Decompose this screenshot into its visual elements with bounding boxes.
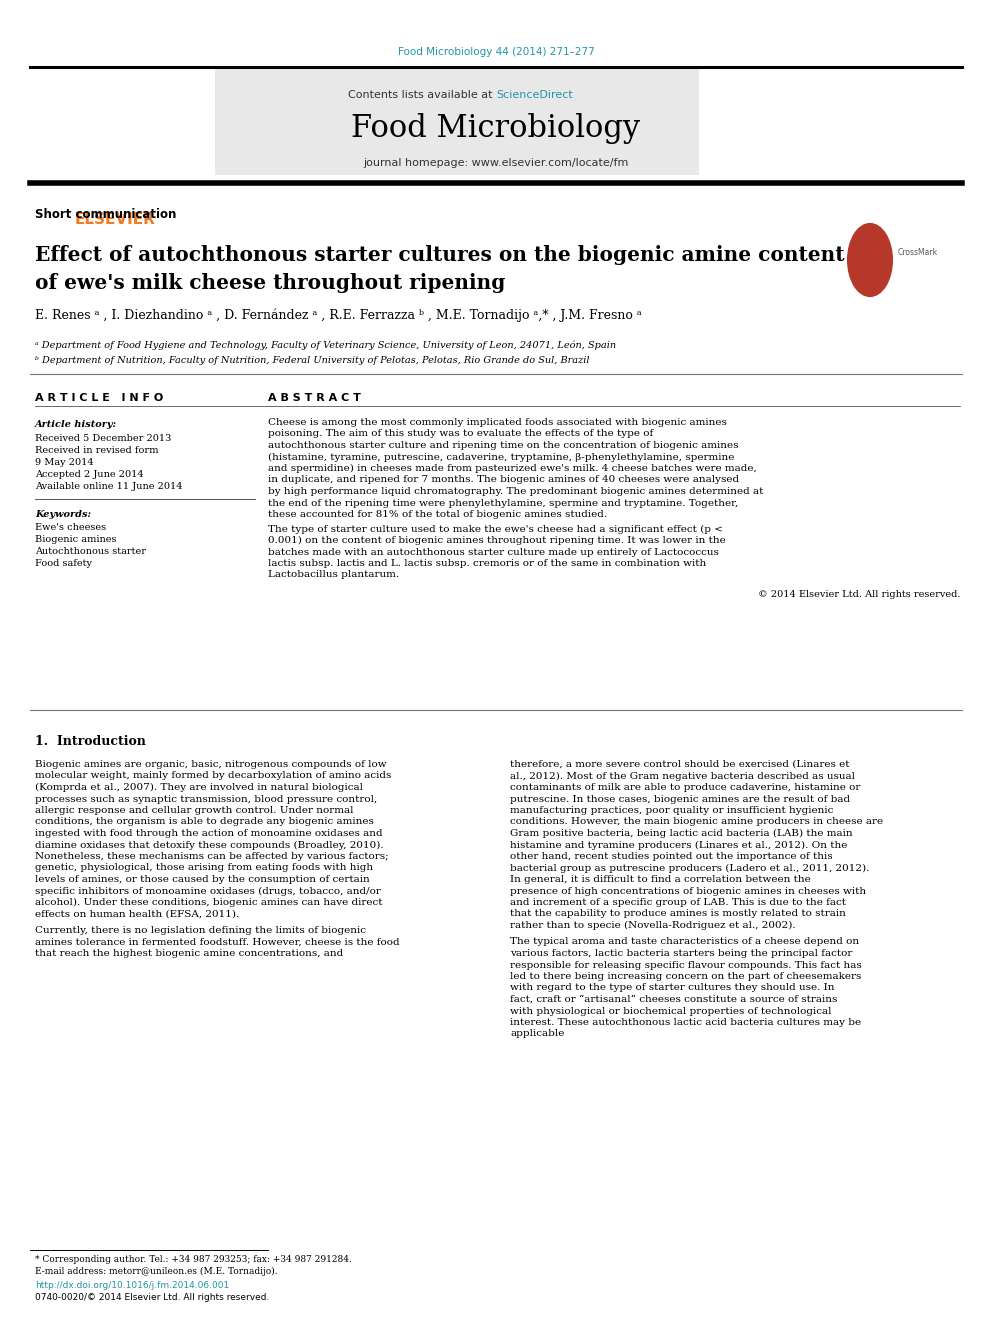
- Text: 0740-0020/© 2014 Elsevier Ltd. All rights reserved.: 0740-0020/© 2014 Elsevier Ltd. All right…: [35, 1293, 270, 1302]
- Text: conditions. However, the main biogenic amine producers in cheese are: conditions. However, the main biogenic a…: [510, 818, 883, 827]
- Text: batches made with an autochthonous starter culture made up entirely of Lactococc: batches made with an autochthonous start…: [268, 548, 719, 557]
- Text: Accepted 2 June 2014: Accepted 2 June 2014: [35, 470, 144, 479]
- Text: the end of the ripening time were phenylethylamine, spermine and tryptamine. Tog: the end of the ripening time were phenyl…: [268, 499, 738, 508]
- Text: effects on human health (EFSA, 2011).: effects on human health (EFSA, 2011).: [35, 909, 239, 918]
- Text: presence of high concentrations of biogenic amines in cheeses with: presence of high concentrations of bioge…: [510, 886, 866, 896]
- Text: processes such as synaptic transmission, blood pressure control,: processes such as synaptic transmission,…: [35, 795, 377, 803]
- Text: Available online 11 June 2014: Available online 11 June 2014: [35, 482, 183, 491]
- Text: Food Microbiology 44 (2014) 271–277: Food Microbiology 44 (2014) 271–277: [398, 48, 594, 57]
- FancyBboxPatch shape: [215, 67, 699, 175]
- Text: ELSEVIER: ELSEVIER: [74, 213, 156, 228]
- Text: (Komprda et al., 2007). They are involved in natural biological: (Komprda et al., 2007). They are involve…: [35, 783, 363, 792]
- Text: by high performance liquid chromatography. The predominant biogenic amines deter: by high performance liquid chromatograph…: [268, 487, 764, 496]
- Text: led to there being increasing concern on the part of cheesemakers: led to there being increasing concern on…: [510, 972, 861, 980]
- Text: Biogenic amines: Biogenic amines: [35, 534, 116, 544]
- Text: histamine and tyramine producers (Linares et al., 2012). On the: histamine and tyramine producers (Linare…: [510, 840, 847, 849]
- Text: amines tolerance in fermented foodstuff. However, cheese is the food: amines tolerance in fermented foodstuff.…: [35, 938, 400, 946]
- Text: 0.001) on the content of biogenic amines throughout ripening time. It was lower : 0.001) on the content of biogenic amines…: [268, 536, 726, 545]
- Text: these accounted for 81% of the total of biogenic amines studied.: these accounted for 81% of the total of …: [268, 509, 607, 519]
- Text: lactis subsp. lactis and L. lactis subsp. cremoris or of the same in combination: lactis subsp. lactis and L. lactis subsp…: [268, 560, 706, 568]
- Text: with physiological or biochemical properties of technological: with physiological or biochemical proper…: [510, 1007, 831, 1016]
- Text: Nonetheless, these mechanisms can be affected by various factors;: Nonetheless, these mechanisms can be aff…: [35, 852, 389, 861]
- Text: Ewe's cheeses: Ewe's cheeses: [35, 523, 106, 532]
- Text: (histamine, tyramine, putrescine, cadaverine, tryptamine, β-phenylethylamine, sp: (histamine, tyramine, putrescine, cadave…: [268, 452, 734, 462]
- Text: In general, it is difficult to find a correlation between the: In general, it is difficult to find a co…: [510, 875, 810, 884]
- Text: Gram positive bacteria, being lactic acid bacteria (LAB) the main: Gram positive bacteria, being lactic aci…: [510, 830, 853, 839]
- Text: journal homepage: www.elsevier.com/locate/fm: journal homepage: www.elsevier.com/locat…: [363, 157, 629, 168]
- Text: conditions, the organism is able to degrade any biogenic amines: conditions, the organism is able to degr…: [35, 818, 374, 827]
- Text: Food Microbiology: Food Microbiology: [351, 112, 641, 143]
- Text: Received 5 December 2013: Received 5 December 2013: [35, 434, 172, 443]
- Text: molecular weight, mainly formed by decarboxylation of amino acids: molecular weight, mainly formed by decar…: [35, 771, 392, 781]
- Text: other hand, recent studies pointed out the importance of this: other hand, recent studies pointed out t…: [510, 852, 832, 861]
- Text: applicable: applicable: [510, 1029, 564, 1039]
- Text: autochthonous starter culture and ripening time on the concentration of biogenic: autochthonous starter culture and ripeni…: [268, 441, 738, 450]
- Text: putrescine. In those cases, biogenic amines are the result of bad: putrescine. In those cases, biogenic ami…: [510, 795, 850, 803]
- Text: various factors, lactic bacteria starters being the principal factor: various factors, lactic bacteria starter…: [510, 949, 852, 958]
- Text: genetic, physiological, those arising from eating foods with high: genetic, physiological, those arising fr…: [35, 864, 373, 872]
- Text: al., 2012). Most of the Gram negative bacteria described as usual: al., 2012). Most of the Gram negative ba…: [510, 771, 855, 781]
- Text: therefore, a more severe control should be exercised (Linares et: therefore, a more severe control should …: [510, 759, 849, 769]
- Text: 1.  Introduction: 1. Introduction: [35, 736, 146, 747]
- Text: poisoning. The aim of this study was to evaluate the effects of the type of: poisoning. The aim of this study was to …: [268, 430, 654, 438]
- Text: diamine oxidases that detoxify these compounds (Broadley, 2010).: diamine oxidases that detoxify these com…: [35, 840, 384, 849]
- Text: bacterial group as putrescine producers (Ladero et al., 2011, 2012).: bacterial group as putrescine producers …: [510, 864, 869, 873]
- Text: A R T I C L E   I N F O: A R T I C L E I N F O: [35, 393, 164, 404]
- Text: Short communication: Short communication: [35, 209, 177, 221]
- Text: The type of starter culture used to make the ewe's cheese had a significant effe: The type of starter culture used to make…: [268, 524, 723, 533]
- Text: A B S T R A C T: A B S T R A C T: [268, 393, 361, 404]
- Text: manufacturing practices, poor quality or insufficient hygienic: manufacturing practices, poor quality or…: [510, 806, 833, 815]
- Text: Biogenic amines are organic, basic, nitrogenous compounds of low: Biogenic amines are organic, basic, nitr…: [35, 759, 387, 769]
- Text: interest. These autochthonous lactic acid bacteria cultures may be: interest. These autochthonous lactic aci…: [510, 1017, 861, 1027]
- Text: Cheese is among the most commonly implicated foods associated with biogenic amin: Cheese is among the most commonly implic…: [268, 418, 727, 427]
- Text: and increment of a specific group of LAB. This is due to the fact: and increment of a specific group of LAB…: [510, 898, 846, 908]
- Text: * Corresponding author. Tel.: +34 987 293253; fax: +34 987 291284.: * Corresponding author. Tel.: +34 987 29…: [35, 1256, 352, 1263]
- Text: Contents lists available at: Contents lists available at: [348, 90, 496, 101]
- Text: in duplicate, and ripened for 7 months. The biogenic amines of 40 cheeses were a: in duplicate, and ripened for 7 months. …: [268, 475, 739, 484]
- Text: that the capability to produce amines is mostly related to strain: that the capability to produce amines is…: [510, 909, 846, 918]
- Text: contaminants of milk are able to produce cadaverine, histamine or: contaminants of milk are able to produce…: [510, 783, 860, 792]
- Text: E-mail address: metorr@unileon.es (M.E. Tornadijo).: E-mail address: metorr@unileon.es (M.E. …: [35, 1267, 278, 1277]
- Ellipse shape: [848, 224, 893, 296]
- Text: of ewe's milk cheese throughout ripening: of ewe's milk cheese throughout ripening: [35, 273, 505, 292]
- Text: Autochthonous starter: Autochthonous starter: [35, 546, 146, 556]
- Text: Effect of autochthonous starter cultures on the biogenic amine content: Effect of autochthonous starter cultures…: [35, 245, 844, 265]
- Text: Currently, there is no legislation defining the limits of biogenic: Currently, there is no legislation defin…: [35, 926, 366, 935]
- Text: ᵃ Department of Food Hygiene and Technology, Faculty of Veterinary Science, Univ: ᵃ Department of Food Hygiene and Technol…: [35, 340, 616, 349]
- Text: © 2014 Elsevier Ltd. All rights reserved.: © 2014 Elsevier Ltd. All rights reserved…: [758, 590, 960, 599]
- Text: responsible for releasing specific flavour compounds. This fact has: responsible for releasing specific flavo…: [510, 960, 862, 970]
- Text: The typical aroma and taste characteristics of a cheese depend on: The typical aroma and taste characterist…: [510, 938, 859, 946]
- Text: ingested with food through the action of monoamine oxidases and: ingested with food through the action of…: [35, 830, 383, 837]
- Text: that reach the highest biogenic amine concentrations, and: that reach the highest biogenic amine co…: [35, 949, 343, 958]
- Text: http://dx.doi.org/10.1016/j.fm.2014.06.001: http://dx.doi.org/10.1016/j.fm.2014.06.0…: [35, 1281, 229, 1290]
- Text: and spermidine) in cheeses made from pasteurized ewe's milk. 4 cheese batches we: and spermidine) in cheeses made from pas…: [268, 464, 757, 474]
- Text: E. Renes ᵃ , I. Diezhandino ᵃ , D. Fernández ᵃ , R.E. Ferrazza ᵇ , M.E. Tornadij: E. Renes ᵃ , I. Diezhandino ᵃ , D. Ferná…: [35, 308, 642, 321]
- Text: Food safety: Food safety: [35, 560, 92, 568]
- Text: Keywords:: Keywords:: [35, 509, 91, 519]
- Text: Article history:: Article history:: [35, 419, 117, 429]
- Text: 9 May 2014: 9 May 2014: [35, 458, 93, 467]
- Text: ScienceDirect: ScienceDirect: [496, 90, 572, 101]
- Text: with regard to the type of starter cultures they should use. In: with regard to the type of starter cultu…: [510, 983, 834, 992]
- Text: Received in revised form: Received in revised form: [35, 446, 159, 455]
- Text: rather than to specie (Novella-Rodriguez et al., 2002).: rather than to specie (Novella-Rodriguez…: [510, 921, 796, 930]
- Text: ᵇ Department of Nutrition, Faculty of Nutrition, Federal University of Pelotas, : ᵇ Department of Nutrition, Faculty of Nu…: [35, 356, 589, 365]
- Text: Lactobacillus plantarum.: Lactobacillus plantarum.: [268, 570, 399, 579]
- Text: fact, craft or “artisanal” cheeses constitute a source of strains: fact, craft or “artisanal” cheeses const…: [510, 995, 837, 1004]
- Text: CrossMark: CrossMark: [898, 247, 937, 257]
- Text: allergic response and cellular growth control. Under normal: allergic response and cellular growth co…: [35, 806, 353, 815]
- Text: specific inhibitors of monoamine oxidases (drugs, tobacco, and/or: specific inhibitors of monoamine oxidase…: [35, 886, 381, 896]
- Text: alcohol). Under these conditions, biogenic amines can have direct: alcohol). Under these conditions, biogen…: [35, 898, 383, 908]
- Text: levels of amines, or those caused by the consumption of certain: levels of amines, or those caused by the…: [35, 875, 370, 884]
